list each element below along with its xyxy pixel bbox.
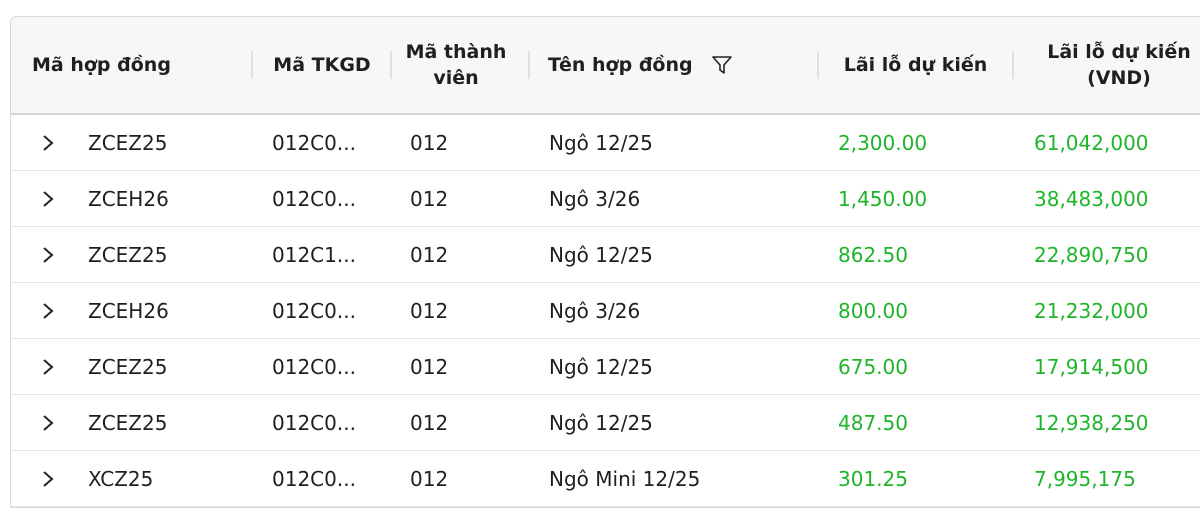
chevron-right-icon[interactable] — [41, 395, 55, 450]
chevron-right-icon[interactable] — [41, 339, 55, 394]
cell-member-code: 012 — [410, 242, 449, 267]
cell-expected-pnl: 2,300.00 — [838, 130, 928, 155]
column-resize-handle[interactable] — [390, 51, 392, 79]
cell-contract-name: Ngô 12/25 — [549, 354, 653, 379]
cell-contract-name: Ngô 12/25 — [549, 242, 653, 267]
header-expected-pnl-vnd[interactable]: Lãi lỗ dự kiến (VND) — [1047, 41, 1191, 89]
chevron-right-icon[interactable] — [41, 115, 55, 170]
filter-icon[interactable] — [711, 54, 733, 76]
table-row[interactable]: ZCEZ25 012C0... 012 Ngô 12/25 675.00 17,… — [11, 339, 1200, 395]
cell-member-code: 012 — [410, 466, 449, 491]
cell-contract-name: Ngô 3/26 — [549, 298, 641, 323]
cell-tkgd-code: 012C0... — [272, 186, 356, 211]
cell-contract-name: Ngô Mini 12/25 — [549, 466, 701, 491]
header-contract-name-label: Tên hợp đồng — [548, 54, 693, 76]
cell-expected-pnl-vnd: 61,042,000 — [1034, 130, 1149, 155]
cell-contract-name: Ngô 12/25 — [549, 410, 653, 435]
cell-expected-pnl: 862.50 — [838, 242, 908, 267]
cell-expected-pnl-vnd: 38,483,000 — [1034, 186, 1149, 211]
column-resize-handle[interactable] — [817, 51, 819, 79]
cell-contract-code: ZCEZ25 — [88, 410, 168, 435]
chevron-right-icon[interactable] — [41, 227, 55, 282]
cell-member-code: 012 — [410, 354, 449, 379]
cell-tkgd-code: 012C0... — [272, 354, 356, 379]
header-member-code[interactable]: Mã thành viên — [405, 41, 507, 89]
cell-expected-pnl-vnd: 21,232,000 — [1034, 298, 1149, 323]
cell-tkgd-code: 012C0... — [272, 410, 356, 435]
chevron-right-icon[interactable] — [41, 451, 55, 506]
chevron-right-icon[interactable] — [41, 283, 55, 338]
cell-expected-pnl: 800.00 — [838, 298, 908, 323]
cell-expected-pnl: 675.00 — [838, 354, 908, 379]
cell-expected-pnl-vnd: 7,995,175 — [1034, 466, 1136, 491]
column-resize-handle[interactable] — [251, 51, 253, 79]
table-row[interactable]: ZCEZ25 012C0... 012 Ngô 12/25 2,300.00 6… — [11, 115, 1200, 171]
contracts-table: Mã hợp đồng Mã TKGD Mã thành viên Tên hợ… — [10, 16, 1200, 508]
header-contract-code[interactable]: Mã hợp đồng — [32, 54, 171, 76]
table-body: ZCEZ25 012C0... 012 Ngô 12/25 2,300.00 6… — [11, 115, 1200, 507]
cell-contract-code: ZCEZ25 — [88, 354, 168, 379]
header-expected-pnl[interactable]: Lãi lỗ dự kiến — [843, 54, 988, 76]
cell-contract-code: ZCEH26 — [88, 186, 169, 211]
cell-contract-code: ZCEZ25 — [88, 242, 168, 267]
table-header: Mã hợp đồng Mã TKGD Mã thành viên Tên hợ… — [11, 17, 1200, 115]
table-row[interactable]: ZCEH26 012C0... 012 Ngô 3/26 1,450.00 38… — [11, 171, 1200, 227]
cell-expected-pnl: 487.50 — [838, 410, 908, 435]
table-row[interactable]: ZCEH26 012C0... 012 Ngô 3/26 800.00 21,2… — [11, 283, 1200, 339]
cell-member-code: 012 — [410, 410, 449, 435]
table-row[interactable]: ZCEZ25 012C1... 012 Ngô 12/25 862.50 22,… — [11, 227, 1200, 283]
cell-contract-code: ZCEH26 — [88, 298, 169, 323]
column-resize-handle[interactable] — [1012, 51, 1014, 79]
cell-expected-pnl-vnd: 12,938,250 — [1034, 410, 1149, 435]
cell-tkgd-code: 012C0... — [272, 466, 356, 491]
cell-expected-pnl-vnd: 17,914,500 — [1034, 354, 1149, 379]
cell-tkgd-code: 012C1... — [272, 242, 356, 267]
cell-member-code: 012 — [410, 130, 449, 155]
cell-expected-pnl-vnd: 22,890,750 — [1034, 242, 1149, 267]
table-row[interactable]: XCZ25 012C0... 012 Ngô Mini 12/25 301.25… — [11, 451, 1200, 507]
chevron-right-icon[interactable] — [41, 171, 55, 226]
cell-member-code: 012 — [410, 298, 449, 323]
header-contract-name[interactable]: Tên hợp đồng — [548, 17, 733, 113]
cell-contract-code: ZCEZ25 — [88, 130, 168, 155]
cell-tkgd-code: 012C0... — [272, 298, 356, 323]
cell-tkgd-code: 012C0... — [272, 130, 356, 155]
column-resize-handle[interactable] — [528, 51, 530, 79]
table-row[interactable]: ZCEZ25 012C0... 012 Ngô 12/25 487.50 12,… — [11, 395, 1200, 451]
cell-member-code: 012 — [410, 186, 449, 211]
cell-expected-pnl: 301.25 — [838, 466, 908, 491]
cell-expected-pnl: 1,450.00 — [838, 186, 928, 211]
cell-contract-name: Ngô 12/25 — [549, 130, 653, 155]
cell-contract-name: Ngô 3/26 — [549, 186, 641, 211]
header-tkgd-code[interactable]: Mã TKGD — [273, 54, 371, 76]
cell-contract-code: XCZ25 — [88, 466, 154, 491]
